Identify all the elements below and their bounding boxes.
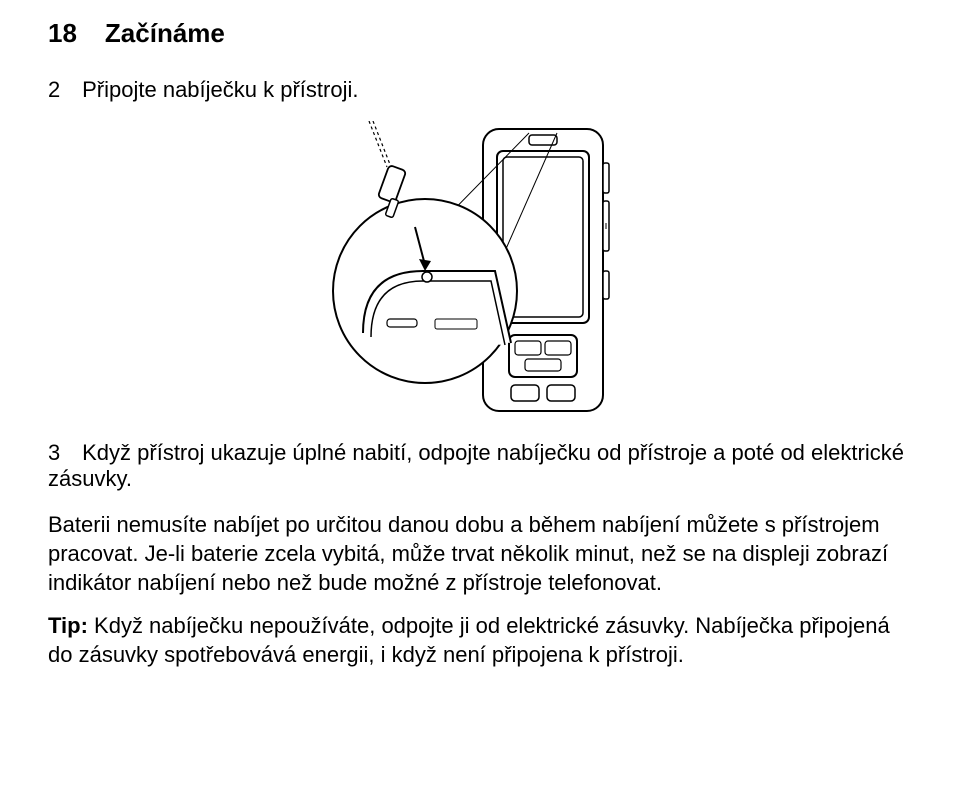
page-header: 18 Začínáme bbox=[48, 18, 912, 49]
header-title: Začínáme bbox=[105, 18, 225, 49]
step-3-text: Když přístroj ukazuje úplné nabití, odpo… bbox=[48, 440, 904, 491]
charger-illustration bbox=[48, 121, 912, 426]
paragraph-1: Baterii nemusíte nabíjet po určitou dano… bbox=[48, 510, 912, 597]
step-3-number: 3 bbox=[48, 440, 76, 466]
step-3: 3 Když přístroj ukazuje úplné nabití, od… bbox=[48, 440, 912, 492]
step-2-text: Připojte nabíječku k přístroji. bbox=[82, 77, 358, 102]
step-2-number: 2 bbox=[48, 77, 76, 103]
document-page: 18 Začínáme 2 Připojte nabíječku k příst… bbox=[0, 0, 960, 701]
tip-label: Tip: bbox=[48, 613, 88, 638]
tip-text: Když nabíječku nepoužíváte, odpojte ji o… bbox=[48, 613, 890, 667]
page-number: 18 bbox=[48, 18, 77, 49]
step-2: 2 Připojte nabíječku k přístroji. bbox=[48, 77, 912, 103]
tip-paragraph: Tip: Když nabíječku nepoužíváte, odpojte… bbox=[48, 611, 912, 669]
illustration-svg bbox=[315, 121, 645, 421]
